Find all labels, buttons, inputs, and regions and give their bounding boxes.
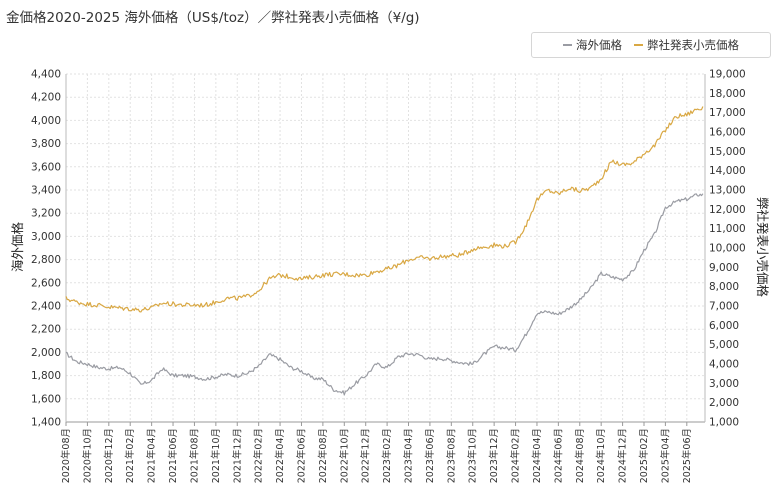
y-right-tick-label: 14,000 — [709, 165, 746, 177]
x-tick-label: 2023年12月 — [488, 428, 500, 483]
x-axis-ticks: 2020年08月 2020年10月 2020年12月 2021年02月 2021年04月… — [60, 422, 693, 483]
y-left-tick-label: 2,000 — [31, 347, 61, 359]
y-axis-right-ticks: 1,000 2,000 3,000 4,000 5,000 6,000 7,000 8,000… — [709, 69, 746, 429]
y-left-tick-label: 4,400 — [31, 69, 61, 81]
y-left-tick-label: 3,400 — [31, 185, 61, 197]
x-tick-label: 2022年06月 — [295, 428, 307, 483]
x-tick-label: 2023年06月 — [424, 428, 436, 483]
x-tick-label: 2024年06月 — [552, 428, 564, 483]
series-line-retail — [65, 106, 704, 313]
x-tick-label: 2021年10月 — [210, 428, 222, 483]
y-left-tick-label: 2,600 — [31, 277, 61, 289]
plot-frame — [65, 74, 706, 423]
x-tick-label: 2022年02月 — [253, 428, 265, 483]
y-right-tick-label: 1,000 — [709, 417, 739, 429]
y-right-tick-label: 6,000 — [709, 320, 739, 332]
x-tick-label: 2024年12月 — [617, 428, 629, 483]
y-right-tick-label: 7,000 — [709, 301, 739, 313]
y-right-tick-label: 10,000 — [709, 243, 746, 255]
x-tick-label: 2024年08月 — [574, 428, 586, 483]
y-right-tick-label: 5,000 — [709, 339, 739, 351]
y-right-tick-label: 9,000 — [709, 262, 739, 274]
x-tick-label: 2020年08月 — [60, 428, 72, 483]
x-tick-label: 2023年02月 — [381, 428, 393, 483]
x-tick-label: 2022年04月 — [274, 428, 286, 483]
x-tick-label: 2023年04月 — [403, 428, 415, 483]
series-line-overseas — [65, 193, 704, 396]
x-tick-label: 2022年08月 — [317, 428, 329, 483]
x-tick-label: 2021年08月 — [188, 428, 200, 483]
y-axis-left-ticks: 1,400 1,600 1,800 2,000 2,200 2,400 2,600 2,800… — [31, 69, 61, 429]
legend-item-retail[interactable]: 弊社発表小売価格 — [634, 37, 739, 53]
y-right-tick-label: 17,000 — [709, 107, 746, 119]
y-right-tick-label: 15,000 — [709, 146, 746, 158]
y-left-tick-label: 3,000 — [31, 231, 61, 243]
legend-label-retail: 弊社発表小売価格 — [647, 38, 739, 52]
y-right-tick-label: 11,000 — [709, 223, 746, 235]
y-right-tick-label: 3,000 — [709, 378, 739, 390]
y-left-tick-label: 2,400 — [31, 301, 61, 313]
y-left-tick-label: 3,600 — [31, 161, 61, 173]
y-left-tick-label: 1,600 — [31, 393, 61, 405]
x-tick-label: 2024年04月 — [531, 428, 543, 483]
y-right-tick-label: 4,000 — [709, 359, 739, 371]
x-tick-label: 2020年12月 — [103, 428, 115, 483]
x-tick-label: 2021年02月 — [124, 428, 136, 483]
x-tick-label: 2024年10月 — [595, 428, 607, 483]
y-right-tick-label: 18,000 — [709, 88, 746, 100]
x-tick-label: 2025年04月 — [659, 428, 671, 483]
y-right-tick-label: 12,000 — [709, 204, 746, 216]
y-axis-left-title: 海外価格 — [10, 222, 25, 273]
y-right-tick-label: 13,000 — [709, 185, 746, 197]
x-tick-label: 2024年02月 — [510, 428, 522, 483]
x-tick-label: 2022年10月 — [338, 428, 350, 483]
x-tick-label: 2022年12月 — [360, 428, 372, 483]
x-tick-label: 2021年06月 — [167, 428, 179, 483]
y-left-tick-label: 2,800 — [31, 254, 61, 266]
y-left-tick-label: 3,800 — [31, 138, 61, 150]
x-tick-label: 2023年08月 — [445, 428, 457, 483]
y-right-tick-label: 8,000 — [709, 281, 739, 293]
y-left-tick-label: 2,200 — [31, 324, 61, 336]
y-left-tick-label: 1,800 — [31, 370, 61, 382]
x-tick-label: 2023年10月 — [467, 428, 479, 483]
y-left-tick-label: 3,200 — [31, 208, 61, 220]
x-tick-label: 2020年10月 — [81, 428, 93, 483]
y-right-tick-label: 2,000 — [709, 397, 739, 409]
x-tick-label: 2025年06月 — [681, 428, 693, 483]
x-tick-label: 2021年04月 — [146, 428, 158, 483]
y-axis-right-title: 弊社発表小売価格 — [755, 197, 770, 298]
x-tick-label: 2025年02月 — [638, 428, 650, 483]
chart-legend: 海外価格 弊社発表小売価格 — [531, 32, 771, 58]
x-tick-label: 2021年12月 — [231, 428, 243, 483]
chart-title: 金価格2020-2025 海外価格（US$/toz）／弊社発表小売価格（¥/g) — [6, 10, 420, 26]
series-layer — [65, 106, 704, 396]
y-left-tick-label: 1,400 — [31, 417, 61, 429]
y-left-tick-label: 4,200 — [31, 92, 61, 104]
legend-swatch-retail — [634, 44, 643, 46]
y-right-tick-label: 19,000 — [709, 69, 746, 81]
legend-item-overseas[interactable]: 海外価格 — [563, 37, 622, 53]
y-right-tick-label: 16,000 — [709, 127, 746, 139]
y-left-tick-label: 4,000 — [31, 115, 61, 127]
legend-swatch-overseas — [563, 44, 572, 46]
legend-label-overseas: 海外価格 — [576, 38, 622, 52]
